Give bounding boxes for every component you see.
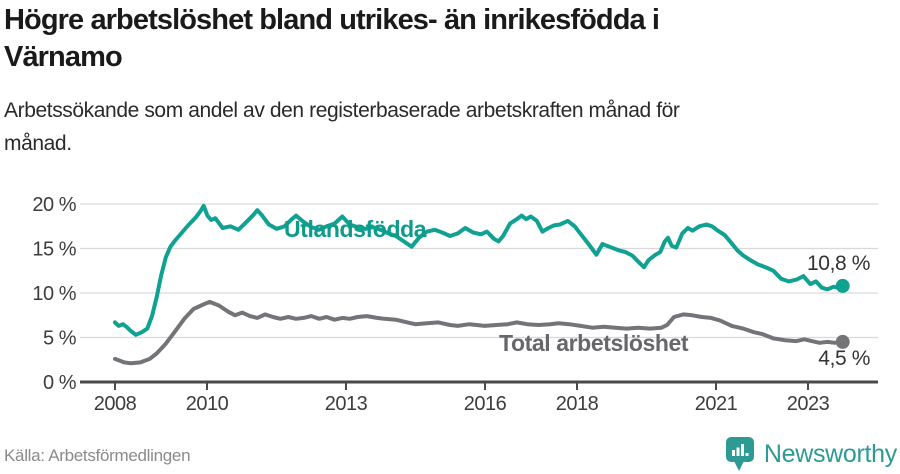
subtitle-line-2: månad. (4, 132, 72, 155)
x-tick-label-2018: 2018 (556, 393, 599, 415)
y-tick-label-10: 10 % (32, 283, 76, 305)
y-tick-label-20: 20 % (32, 194, 76, 216)
end-value-label-utlandsfodda: 10,8 % (807, 252, 870, 275)
x-tick-label-2016: 2016 (464, 393, 507, 415)
series-endpoint-1 (835, 334, 850, 349)
series-endpoint-0 (835, 278, 850, 293)
newsworthy-wordmark: Newsworthy (763, 439, 897, 468)
x-tick-label-2008: 2008 (94, 393, 137, 415)
chart-svg: 20 % 15 % 10 % 5 % 0 % 2008 2010 2013 20… (32, 194, 878, 415)
x-tick-label-2013: 2013 (325, 393, 368, 415)
chart-header: Högre arbetslöshet bland utrikes- än inr… (4, 2, 896, 160)
newsworthy-icon (725, 437, 754, 471)
x-tick-label-2010: 2010 (186, 393, 229, 415)
chart-footer: Källa: Arbetsförmedlingen Newsworthy (0, 436, 900, 474)
series-line-1 (113, 299, 845, 366)
series-label-total-arbetsloshet: Total arbetslöshet (499, 330, 689, 356)
chart-subtitle: Arbetssökande som andel av den registerb… (4, 94, 896, 160)
subtitle-line-1: Arbetssökande som andel av den registerb… (4, 99, 680, 122)
title-line-1: Högre arbetslöshet bland utrikes- än inr… (4, 4, 660, 36)
source-text: Källa: Arbetsförmedlingen (4, 446, 191, 465)
series-label-utlandsfodda: Utlandsfödda (284, 216, 427, 242)
title-line-2: Värnamo (4, 41, 123, 73)
y-tick-label-5: 5 % (43, 328, 77, 350)
x-tick-label-2021: 2021 (695, 393, 738, 415)
x-tick-label-2023: 2023 (787, 393, 830, 415)
end-value-label-total: 4,5 % (818, 347, 870, 370)
series-line-0 (113, 203, 845, 337)
newsworthy-logo: Newsworthy (725, 436, 897, 472)
y-tick-label-0: 0 % (43, 372, 77, 394)
page-title: Högre arbetslöshet bland utrikes- än inr… (4, 2, 896, 76)
y-tick-label-15: 15 % (32, 239, 76, 261)
line-chart: 20 % 15 % 10 % 5 % 0 % 2008 2010 2013 20… (0, 180, 900, 425)
